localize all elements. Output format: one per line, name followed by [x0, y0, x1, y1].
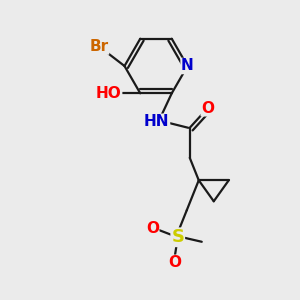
Text: HO: HO: [96, 86, 122, 101]
Text: N: N: [181, 58, 194, 74]
Text: O: O: [168, 255, 181, 270]
Text: HN: HN: [144, 114, 170, 129]
Text: Br: Br: [89, 39, 109, 54]
Text: O: O: [146, 221, 159, 236]
Text: O: O: [201, 101, 214, 116]
Text: S: S: [171, 228, 184, 246]
